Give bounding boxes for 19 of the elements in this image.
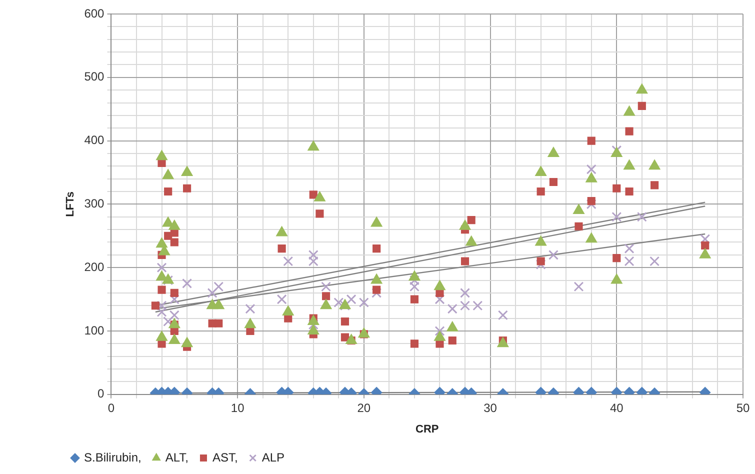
- y-tick-label: 500: [84, 70, 105, 84]
- y-tick-label: 0: [98, 386, 105, 401]
- x-tick-label: 30: [484, 400, 498, 415]
- legend-label: S.Bilirubin,: [84, 450, 142, 464]
- x-tick-label: 10: [230, 400, 245, 415]
- legend-label: ALT,: [165, 450, 188, 464]
- x-tick-label: 0: [108, 400, 115, 415]
- legend-label: AST,: [212, 450, 238, 464]
- y-tick-label: 600: [84, 6, 105, 20]
- y-axis-title: LFTs: [64, 191, 77, 217]
- x-tick-label: 40: [610, 400, 624, 415]
- x-axis-title: CRP: [415, 423, 439, 436]
- y-tick-label: 200: [84, 260, 105, 274]
- legend-label: ALP: [262, 450, 285, 464]
- y-tick-label: 300: [84, 196, 105, 211]
- x-tick-label: 50: [736, 400, 750, 415]
- y-tick-label: 400: [84, 133, 105, 148]
- y-tick-label: 100: [84, 323, 105, 338]
- x-tick-label: 20: [357, 400, 371, 415]
